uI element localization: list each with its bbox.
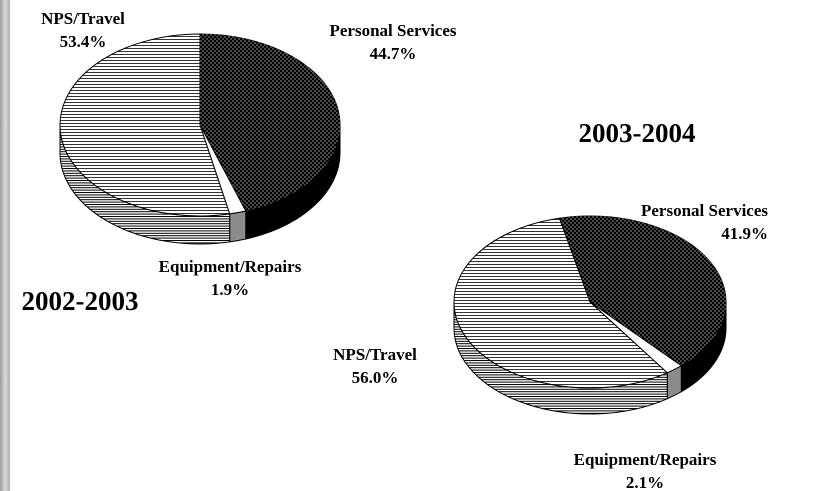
pie-slice-pattern [200, 34, 340, 212]
pie-slice-pattern [453, 218, 668, 388]
slice-label: Personal Services [330, 21, 457, 40]
chart-title: 2002-2003 [22, 286, 139, 316]
window-edge [0, 0, 10, 491]
chart-title: 2003-2004 [579, 118, 696, 148]
slice-label: NPS/Travel [41, 9, 125, 28]
slice-label: NPS/Travel [333, 345, 417, 364]
slice-label: Equipment/Repairs [574, 450, 717, 469]
pie-slice-pattern [559, 216, 726, 366]
slice-label: Personal Services [641, 201, 768, 220]
pie-side [229, 210, 247, 243]
slice-value-label: 44.7% [370, 44, 417, 63]
slice-value-label: 2.1% [626, 473, 664, 491]
pie-slice-pattern [59, 34, 230, 217]
slice-value-label: 53.4% [60, 32, 107, 51]
slice-value-label: 41.9% [721, 224, 768, 243]
slice-value-label: 1.9% [211, 280, 249, 299]
slice-label: Equipment/Repairs [159, 257, 302, 276]
slice-value-label: 56.0% [352, 368, 399, 387]
